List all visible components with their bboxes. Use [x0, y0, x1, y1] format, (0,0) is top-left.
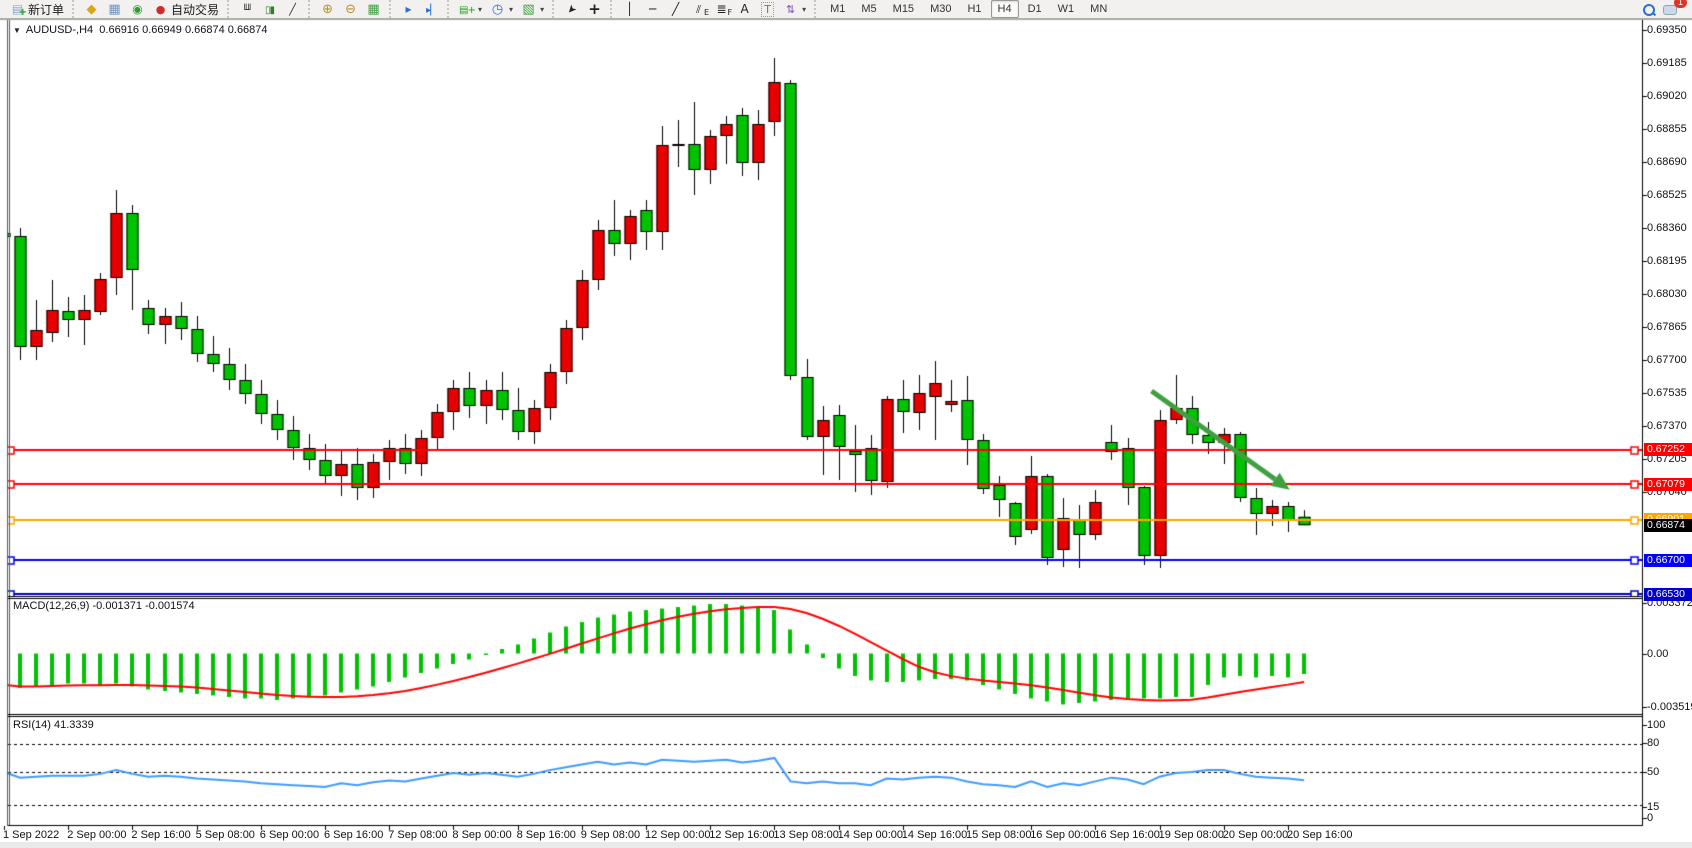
date-tick-label: 1 Sep 2022 — [3, 829, 60, 841]
macd-signal-value: -0.001574 — [145, 600, 195, 612]
date-tick-label: 8 Sep 00:00 — [452, 829, 512, 841]
chart-title-collapse-icon[interactable]: ▼ — [13, 26, 21, 35]
hline-price-badge: 0.67079 — [1644, 477, 1692, 491]
rsi-axis-label: 50 — [1647, 766, 1660, 778]
hline-price-badge: 0.66700 — [1644, 553, 1692, 567]
hline-price-badge: 0.66530 — [1644, 587, 1692, 601]
ohlc-high: 0.66949 — [142, 24, 182, 36]
rsi-axis-label: 0 — [1647, 812, 1654, 824]
ohlc-low: 0.66874 — [184, 24, 225, 36]
hline-price-badge: 0.67252 — [1644, 443, 1692, 457]
macd-main-value: -0.001371 — [92, 600, 143, 612]
price-tick-label: 0.67865 — [1647, 321, 1687, 333]
current-price-badge: 0.66874 — [1644, 518, 1692, 532]
date-tick-label: 19 Sep 08:00 — [1158, 829, 1225, 841]
price-tick-label: 0.69350 — [1647, 24, 1687, 36]
price-tick-label: 0.68030 — [1647, 288, 1687, 300]
ohlc-open: 0.66916 — [99, 24, 140, 36]
macd-axis-label: 0.00 — [1647, 647, 1669, 660]
price-tick-label: 0.69020 — [1647, 90, 1687, 102]
date-tick-label: 6 Sep 00:00 — [259, 829, 320, 841]
rsi-indicator-label: RSI(14) 41.3339 — [13, 719, 94, 731]
macd-indicator-label: MACD(12,26,9) -0.001371 -0.001574 — [13, 600, 195, 612]
date-tick-label: 14 Sep 00:00 — [837, 829, 904, 841]
date-tick-label: 2 Sep 00:00 — [67, 829, 127, 841]
date-tick-label: 12 Sep 00:00 — [645, 829, 711, 841]
date-tick-label: 13 Sep 08:00 — [773, 829, 839, 841]
price-tick-label: 0.68525 — [1647, 189, 1687, 201]
date-tick-label: 20 Sep 00:00 — [1222, 829, 1289, 841]
rsi-axis-label: 15 — [1647, 801, 1660, 813]
rsi-axis-label: 80 — [1647, 737, 1660, 749]
date-tick-label: 8 Sep 16:00 — [516, 829, 576, 841]
chart-symbol-period: AUDUSD-,H4 — [25, 24, 94, 36]
date-tick-label: 6 Sep 16:00 — [324, 829, 384, 841]
ohlc-close: 0.66874 — [227, 24, 268, 36]
date-tick-label: 2 Sep 16:00 — [131, 829, 191, 841]
date-tick-label: 14 Sep 16:00 — [901, 829, 968, 841]
price-tick-label: 0.68690 — [1647, 156, 1687, 168]
date-tick-label: 20 Sep 16:00 — [1287, 829, 1353, 841]
price-tick-label: 0.68360 — [1647, 222, 1687, 234]
price-tick-label: 0.67700 — [1647, 354, 1687, 366]
date-tick-label: 12 Sep 16:00 — [709, 829, 775, 841]
price-tick-label: 0.68855 — [1647, 123, 1687, 135]
date-tick-label: 7 Sep 08:00 — [388, 829, 448, 841]
date-tick-label: 15 Sep 08:00 — [966, 829, 1032, 841]
date-tick-label: 16 Sep 16:00 — [1094, 829, 1160, 841]
chart-title: ▼ AUDUSD-,H4 0.66916 0.66949 0.66874 0.66… — [13, 24, 268, 36]
macd-axis-label: -0.003519 — [1647, 701, 1692, 713]
price-tick-label: 0.68195 — [1647, 255, 1687, 267]
price-tick-label: 0.69185 — [1647, 57, 1687, 69]
price-tick-label: 0.67535 — [1647, 387, 1687, 399]
rsi-value: 41.3339 — [53, 719, 94, 731]
rsi-axis-label: 100 — [1647, 719, 1666, 731]
date-tick-label: 5 Sep 08:00 — [195, 829, 255, 841]
date-tick-label: 16 Sep 00:00 — [1030, 829, 1096, 841]
horizontal-scrollbar[interactable] — [0, 842, 1692, 848]
price-tick-label: 0.67370 — [1647, 420, 1687, 432]
date-tick-label: 9 Sep 08:00 — [580, 829, 641, 841]
